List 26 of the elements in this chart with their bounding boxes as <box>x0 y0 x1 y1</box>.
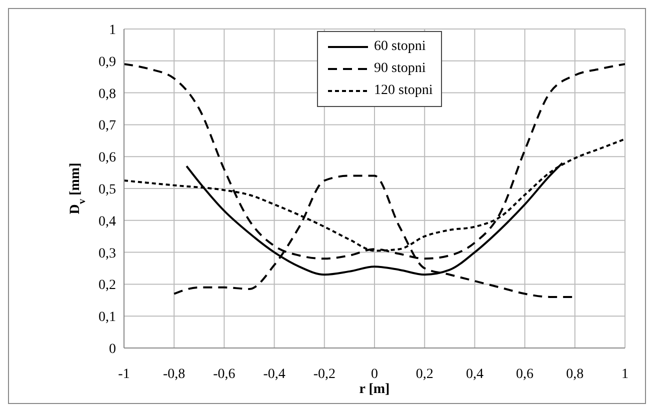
y-tick-label: 0,6 <box>98 150 116 166</box>
x-tick-label: -0,8 <box>163 366 186 382</box>
x-tick-label: -0,4 <box>263 366 286 382</box>
y-tick-label: 0,3 <box>98 246 116 262</box>
y-tick-label: 0,1 <box>98 310 116 326</box>
x-tick-label: 0 <box>371 366 378 382</box>
x-tick-label: 0,4 <box>466 366 484 382</box>
legend-label: 60 stopni <box>374 39 426 55</box>
y-tick-label: 0,7 <box>98 118 116 134</box>
x-tick-label: -0,2 <box>313 366 336 382</box>
x-tick-label: 0,2 <box>416 366 434 382</box>
legend-label: 90 stopni <box>374 61 426 77</box>
x-tick-label: -0,6 <box>213 366 236 382</box>
y-tick-label: 0,9 <box>98 54 116 70</box>
y-tick-label: 0 <box>109 342 116 357</box>
y-tick-label: 1 <box>109 22 116 38</box>
x-tick-label: 1 <box>622 366 628 382</box>
y-tick-label: 0,2 <box>98 278 116 294</box>
x-axis-title: r [m] <box>359 382 390 397</box>
y-tick-label: 0,5 <box>98 182 116 198</box>
x-tick-label: 0,8 <box>566 366 584 382</box>
y-tick-label: 0,4 <box>98 214 116 230</box>
y-tick-label: 0,8 <box>98 86 116 102</box>
x-tick-label: 0,6 <box>516 366 534 382</box>
legend-label: 120 stopni <box>374 83 433 99</box>
x-tick-label: -1 <box>118 366 130 382</box>
